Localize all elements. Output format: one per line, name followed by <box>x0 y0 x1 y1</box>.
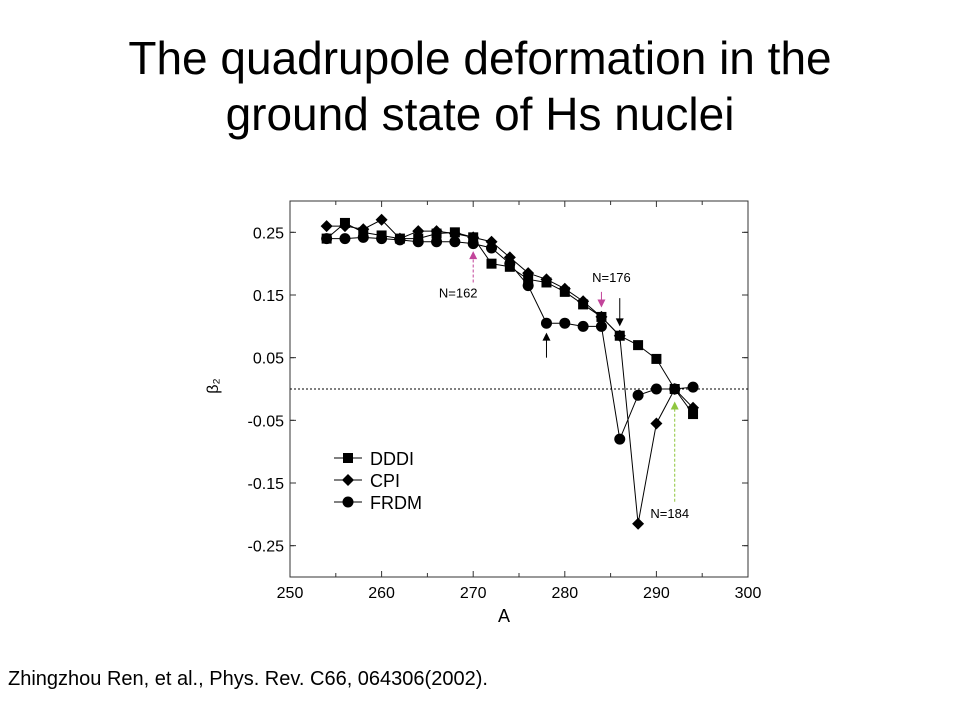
annotation-arrow-head-0 <box>469 251 478 260</box>
annotation-arrow-head-4 <box>670 401 679 410</box>
annotation-label-0: N=162 <box>439 285 478 300</box>
data-point-cpi <box>338 220 351 233</box>
data-point-frdm <box>632 389 644 401</box>
title-line-2: ground state of Hs nuclei <box>225 88 735 140</box>
data-point-dddi <box>651 353 662 364</box>
y-tick-label: -0.15 <box>248 476 285 493</box>
data-point-frdm <box>376 233 388 245</box>
annotation-arrow-head-2 <box>615 318 624 327</box>
annotation-arrow-head-1 <box>597 299 606 308</box>
data-point-cpi <box>320 220 333 233</box>
data-point-cpi <box>375 213 388 226</box>
data-point-dddi <box>688 409 699 420</box>
legend-label-frdm: FRDM <box>370 493 422 513</box>
x-axis-label: A <box>498 606 510 626</box>
y-tick-label: 0.05 <box>253 351 284 368</box>
data-point-frdm <box>412 236 424 248</box>
annotation-label-1: N=176 <box>592 270 631 285</box>
data-point-cpi <box>613 329 626 342</box>
x-tick-label: 270 <box>460 585 487 602</box>
data-point-dddi <box>486 258 497 269</box>
x-tick-label: 250 <box>277 585 304 602</box>
data-point-frdm <box>614 433 626 445</box>
data-point-frdm <box>504 258 516 270</box>
data-point-frdm <box>687 381 699 393</box>
x-tick-label: 280 <box>551 585 578 602</box>
data-point-cpi <box>522 267 535 280</box>
data-point-frdm <box>577 320 589 332</box>
data-point-cpi <box>595 310 608 323</box>
legend-marker-cpi <box>342 474 354 486</box>
data-point-frdm <box>595 320 607 332</box>
data-point-cpi <box>650 417 663 430</box>
data-point-cpi <box>448 227 461 240</box>
title-line-1: The quadrupole deformation in the <box>128 32 832 84</box>
data-point-frdm <box>449 236 461 248</box>
annotation-label-4: N=184 <box>650 506 689 521</box>
data-point-dddi <box>523 274 534 285</box>
legend-label-cpi: CPI <box>370 471 400 491</box>
y-axis-label: β₂ <box>205 378 222 393</box>
y-tick-label: 0.25 <box>253 225 284 242</box>
data-point-cpi <box>558 282 571 295</box>
y-tick-label: -0.25 <box>248 539 285 556</box>
data-point-cpi <box>577 295 590 308</box>
data-point-frdm <box>431 236 443 248</box>
series-layer <box>320 213 700 530</box>
x-tick-label: 290 <box>643 585 670 602</box>
axes-layer: 250 260 270 280 290 300 0.25 0.15 0.05 -0.05 -0.15… <box>248 201 762 602</box>
data-point-frdm <box>321 233 333 245</box>
data-point-cpi <box>357 223 370 236</box>
legend-label-dddi: DDDI <box>370 449 414 469</box>
data-point-frdm <box>394 234 406 246</box>
x-tick-label: 300 <box>735 585 762 602</box>
y-tick-label: 0.15 <box>253 288 284 305</box>
data-point-frdm <box>486 242 498 254</box>
data-point-cpi <box>540 273 553 286</box>
data-point-frdm <box>540 317 552 329</box>
data-point-cpi <box>632 517 645 530</box>
data-point-frdm <box>339 233 351 245</box>
data-point-frdm <box>522 280 534 292</box>
data-point-frdm <box>467 238 479 250</box>
data-point-cpi <box>687 401 700 414</box>
data-point-dddi <box>633 340 644 351</box>
slide-title: The quadrupole deformation in the ground… <box>0 30 960 142</box>
legend-marker-frdm <box>342 496 354 508</box>
annotation-arrow-head-3 <box>542 332 551 341</box>
data-point-frdm <box>559 317 571 329</box>
citation: Zhingzhou Ren, et al., Phys. Rev. C66, 0… <box>8 668 488 690</box>
x-tick-label: 260 <box>368 585 395 602</box>
data-point-frdm <box>650 383 662 395</box>
data-point-cpi <box>430 225 443 238</box>
data-point-cpi <box>412 225 425 238</box>
data-point-frdm <box>669 383 681 395</box>
data-point-frdm <box>357 231 369 243</box>
annotation-layer: N=162 N=176 N=184 <box>439 251 689 521</box>
y-tick-label: -0.05 <box>248 413 285 430</box>
legend-marker-dddi <box>343 453 353 463</box>
